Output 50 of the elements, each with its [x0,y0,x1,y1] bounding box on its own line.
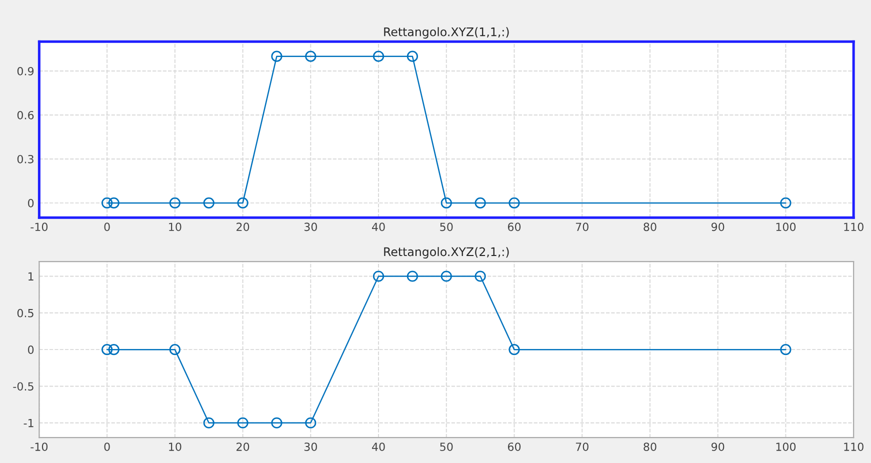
point [102,344,113,356]
y-tick-label: -1 [24,418,34,428]
x-tick-label: -10 [30,222,48,232]
x-tick-label: 10 [169,222,182,232]
x-tick-label: 70 [576,222,588,232]
point [474,270,486,282]
x-tick-label: 20 [236,222,250,232]
point [508,344,520,356]
x-tick-label: 80 [644,442,656,451]
x-tick-label: 30 [304,442,317,451]
point [440,270,452,282]
x-tick-label: 110 [844,442,864,451]
point [108,344,120,356]
x-tick-label: 30 [304,222,317,232]
x-tick-label: 110 [844,222,864,232]
x-tick-label: 20 [236,442,250,451]
x-tick-label: 40 [372,222,385,232]
point [305,417,316,428]
y-tick-label: 0 [28,198,34,208]
x-tick-label: 100 [776,442,796,451]
chart-title: Rettangolo.XYZ(1,1,:) [384,27,509,39]
point [372,270,384,282]
x-tick-label: 70 [576,442,588,451]
chart-title: Rettangolo.XYZ(2,1,:) [384,247,509,258]
y-tick-label: 1 [28,272,34,280]
x-tick-label: 0 [104,442,110,451]
x-tick-label: 90 [711,442,724,451]
point [169,344,180,356]
x-tick-label: 10 [169,442,182,451]
y-tick-label: 0.3 [17,154,34,164]
x-tick-label: 90 [711,222,724,232]
x-tick-label: -10 [30,442,48,451]
x-tick-label: 100 [776,222,796,232]
x-tick-label: 80 [644,222,656,232]
point [780,344,792,356]
y-tick-label: -0.5 [13,382,34,391]
point [203,417,214,428]
x-tick-label: 60 [508,222,521,232]
y-tick-label: 0.5 [17,308,34,318]
point [406,270,418,282]
x-tick-label: 60 [508,442,521,451]
x-tick-label: 50 [440,222,453,232]
x-tick-label: 0 [104,222,110,232]
x-tick-label: 50 [440,442,453,451]
x-tick-label: 40 [372,442,385,451]
y-tick-label: 0 [28,346,34,354]
point [237,417,248,428]
point [271,417,282,428]
y-tick-label: 0.6 [17,110,34,120]
y-tick-label: 0.9 [17,66,34,76]
